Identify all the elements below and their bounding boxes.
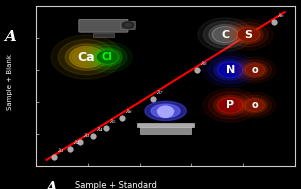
Circle shape <box>234 26 263 44</box>
Circle shape <box>198 18 252 51</box>
Circle shape <box>217 62 243 78</box>
Text: N: N <box>226 65 235 75</box>
FancyBboxPatch shape <box>121 21 135 29</box>
Circle shape <box>214 60 247 80</box>
Circle shape <box>217 97 243 113</box>
Circle shape <box>83 42 132 72</box>
Circle shape <box>247 65 263 75</box>
Text: A: A <box>45 181 57 189</box>
Ellipse shape <box>157 107 174 115</box>
Circle shape <box>122 21 134 29</box>
Circle shape <box>203 53 257 87</box>
Circle shape <box>245 64 265 76</box>
Text: A: A <box>4 30 16 44</box>
Text: Sample + Blank: Sample + Blank <box>7 54 13 110</box>
Circle shape <box>92 48 122 66</box>
Circle shape <box>51 35 122 79</box>
Text: λ₈: λ₈ <box>200 61 206 66</box>
Text: λ₁: λ₁ <box>57 148 64 153</box>
Text: Sample + Standard: Sample + Standard <box>75 181 157 189</box>
Bar <box>93 33 114 37</box>
Text: λ₇: λ₇ <box>156 90 163 95</box>
Bar <box>137 123 194 127</box>
Circle shape <box>203 88 257 122</box>
Circle shape <box>242 62 267 78</box>
Circle shape <box>88 45 127 69</box>
Circle shape <box>58 40 115 75</box>
Circle shape <box>247 100 263 110</box>
Text: λ₅: λ₅ <box>109 119 116 124</box>
Circle shape <box>214 95 247 115</box>
Circle shape <box>224 19 273 50</box>
Circle shape <box>209 57 252 83</box>
Text: S: S <box>244 30 252 40</box>
Circle shape <box>98 51 117 63</box>
Text: Ca: Ca <box>78 51 95 64</box>
Circle shape <box>245 99 265 112</box>
Text: o: o <box>252 100 258 110</box>
Ellipse shape <box>151 104 180 118</box>
Circle shape <box>95 50 119 64</box>
Text: λ₃: λ₃ <box>83 133 90 138</box>
Circle shape <box>242 98 267 113</box>
Circle shape <box>219 98 241 112</box>
Circle shape <box>203 21 247 48</box>
Circle shape <box>212 26 238 43</box>
Text: λ₄: λ₄ <box>96 127 103 132</box>
Circle shape <box>237 27 260 42</box>
Ellipse shape <box>145 101 186 121</box>
Circle shape <box>124 23 132 27</box>
Circle shape <box>238 95 272 115</box>
Circle shape <box>219 63 241 77</box>
Text: λ₂: λ₂ <box>73 140 80 145</box>
Text: P: P <box>226 100 234 110</box>
Ellipse shape <box>158 106 173 117</box>
Circle shape <box>238 60 272 80</box>
Text: C: C <box>221 30 229 40</box>
Circle shape <box>234 57 276 83</box>
Circle shape <box>229 22 268 47</box>
Text: Cl: Cl <box>102 52 113 62</box>
Bar <box>140 126 191 134</box>
Text: λₙ: λₙ <box>278 13 284 18</box>
Circle shape <box>70 46 104 68</box>
Circle shape <box>209 92 252 119</box>
Circle shape <box>72 48 101 66</box>
Circle shape <box>214 28 236 41</box>
Text: o: o <box>252 65 258 75</box>
Text: λ₆: λ₆ <box>125 109 132 114</box>
Circle shape <box>209 24 241 45</box>
FancyBboxPatch shape <box>79 19 128 32</box>
Circle shape <box>65 44 108 70</box>
Circle shape <box>239 29 258 41</box>
Circle shape <box>234 92 276 118</box>
